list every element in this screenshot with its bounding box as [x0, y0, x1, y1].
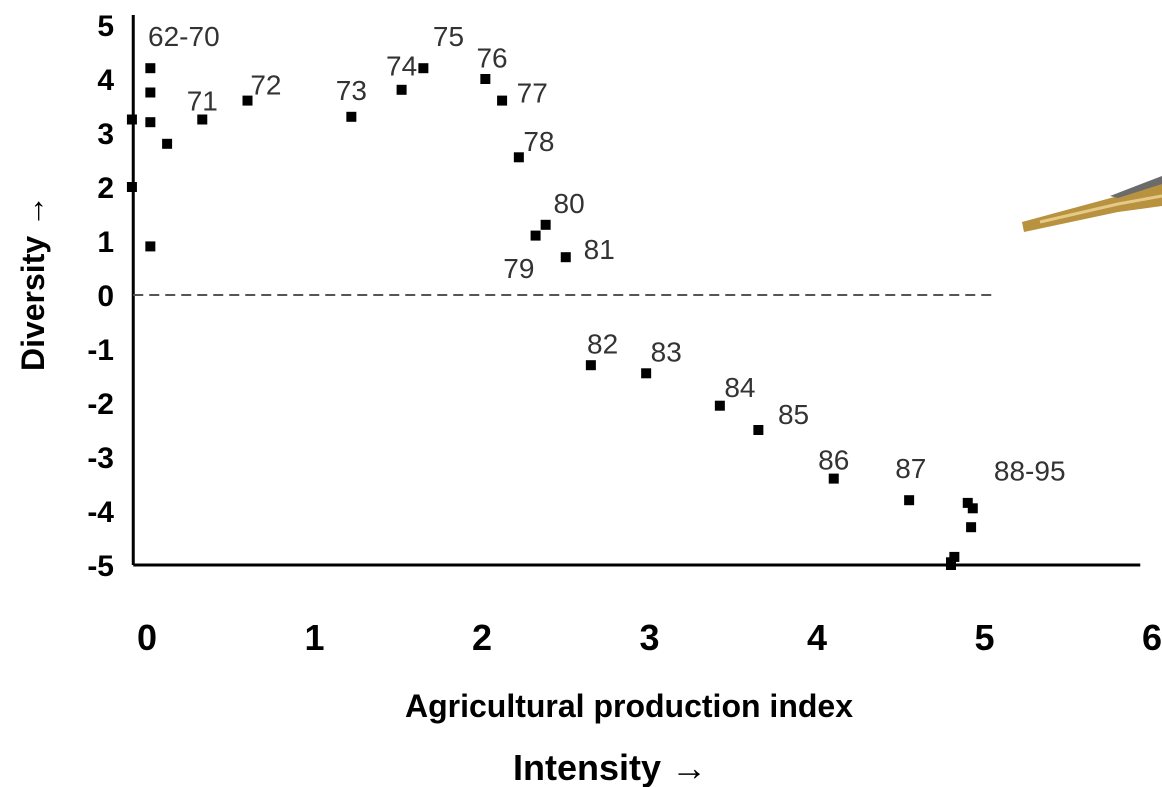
point-labels: 62-70 71 72 73 74 75 76 77 78 79 80 81 82 83 84 85 86 87 8…	[148, 21, 1066, 487]
data-point	[967, 503, 978, 514]
y-tick-label: 5	[97, 10, 114, 43]
point-label: 74	[386, 51, 417, 82]
data-point	[641, 368, 652, 379]
data-point	[418, 63, 429, 74]
point-label: 87	[895, 453, 926, 484]
data-point	[962, 497, 973, 508]
point-label: 79	[503, 253, 534, 284]
point-label: 75	[433, 21, 464, 52]
point-label: 83	[651, 337, 682, 368]
data-point	[714, 400, 725, 411]
data-point	[540, 219, 551, 230]
point-label: 84	[724, 372, 755, 403]
data-points	[126, 63, 978, 570]
point-label: 73	[336, 75, 367, 106]
data-point	[396, 84, 407, 95]
x-tick-label: 3	[639, 617, 659, 658]
data-point	[497, 95, 508, 106]
point-label: 76	[476, 42, 507, 73]
x-tick-label: 6	[1142, 617, 1162, 658]
data-point	[126, 114, 137, 125]
point-label: 80	[554, 188, 585, 219]
data-point	[346, 111, 357, 122]
data-point	[753, 425, 764, 435]
data-point	[904, 495, 915, 506]
y-axis-label: Diversity →	[15, 195, 51, 371]
y-tick-label: -1	[87, 334, 114, 367]
y-axis-ticks: 5 4 3 2 1 0 -1 -2 -3 -4 -5	[87, 10, 114, 583]
axes	[131, 15, 1141, 567]
y-tick-label: 0	[97, 280, 114, 313]
data-point	[197, 114, 208, 125]
x-axis-ticks: 0 1 2 3 4 5 6	[137, 617, 1162, 658]
y-tick-label: 3	[97, 118, 114, 151]
data-point	[560, 252, 571, 263]
y-tick-label: 4	[97, 64, 114, 97]
data-point	[145, 63, 156, 74]
y-tick-label: -4	[87, 496, 114, 529]
data-point	[513, 152, 524, 163]
y-tick-label: -5	[87, 550, 114, 583]
point-label: 71	[187, 86, 218, 117]
point-label: 78	[523, 126, 554, 157]
data-point	[242, 95, 253, 106]
point-label: 82	[587, 329, 618, 360]
data-point	[585, 360, 596, 371]
x-tick-label: 0	[137, 617, 157, 658]
point-label: 72	[250, 69, 281, 100]
x-tick-label: 2	[472, 617, 492, 658]
point-label: 62-70	[148, 21, 220, 52]
data-point	[480, 74, 491, 84]
data-point	[162, 138, 173, 149]
wheat-ear-image	[1022, 176, 1162, 232]
point-label: 88-95	[994, 456, 1066, 487]
y-tick-label: 1	[97, 226, 114, 259]
data-point	[530, 230, 541, 241]
x-tick-label: 1	[304, 617, 324, 658]
data-point	[949, 551, 960, 562]
data-point	[946, 560, 956, 570]
data-point	[126, 182, 137, 192]
point-label: 81	[584, 234, 615, 265]
point-label: 86	[818, 445, 849, 476]
x-axis-label: Agricultural production index	[405, 688, 853, 724]
data-point	[828, 473, 839, 484]
data-point	[966, 522, 977, 533]
point-label: 85	[778, 399, 809, 430]
y-tick-label: -2	[87, 388, 114, 421]
x-axis-sublabel: Intensity →	[513, 747, 707, 787]
data-point	[145, 117, 156, 128]
data-point	[145, 87, 156, 98]
point-label: 77	[517, 78, 548, 109]
x-tick-label: 4	[807, 617, 827, 658]
y-tick-label: 2	[97, 172, 114, 205]
data-point	[145, 241, 156, 252]
y-tick-label: -3	[87, 442, 114, 475]
x-tick-label: 5	[974, 617, 994, 658]
